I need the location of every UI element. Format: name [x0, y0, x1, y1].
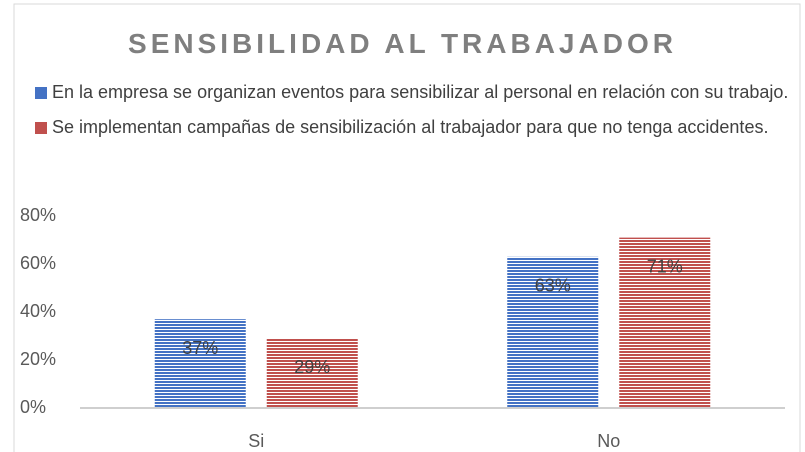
- bar: [266, 338, 358, 408]
- legend-item: Se implementan campañas de sensibilizaci…: [35, 113, 795, 141]
- data-label: 29%: [294, 357, 330, 377]
- data-label: 71%: [647, 256, 683, 276]
- legend-label: En la empresa se organizan eventos para …: [52, 82, 789, 102]
- x-tick-label: Si: [248, 431, 264, 451]
- y-tick-label: 60%: [20, 253, 56, 273]
- chart-border: [13, 3, 801, 452]
- bar: [154, 319, 246, 408]
- chart-title: SENSIBILIDAD AL TRABAJADOR: [128, 28, 677, 59]
- legend-marker: [35, 122, 47, 134]
- data-label: 37%: [182, 338, 218, 358]
- bar: [619, 237, 711, 408]
- x-tick-label: No: [597, 431, 620, 451]
- y-tick-label: 20%: [20, 349, 56, 369]
- bar: [507, 256, 599, 408]
- y-tick-label: 0%: [20, 397, 46, 417]
- legend: En la empresa se organizan eventos para …: [35, 78, 795, 148]
- legend-marker: [35, 87, 47, 99]
- data-label: 63%: [535, 276, 571, 296]
- legend-item: En la empresa se organizan eventos para …: [35, 78, 795, 106]
- legend-label: Se implementan campañas de sensibilizaci…: [52, 117, 769, 137]
- y-tick-label: 40%: [20, 301, 56, 321]
- y-tick-label: 80%: [20, 205, 56, 225]
